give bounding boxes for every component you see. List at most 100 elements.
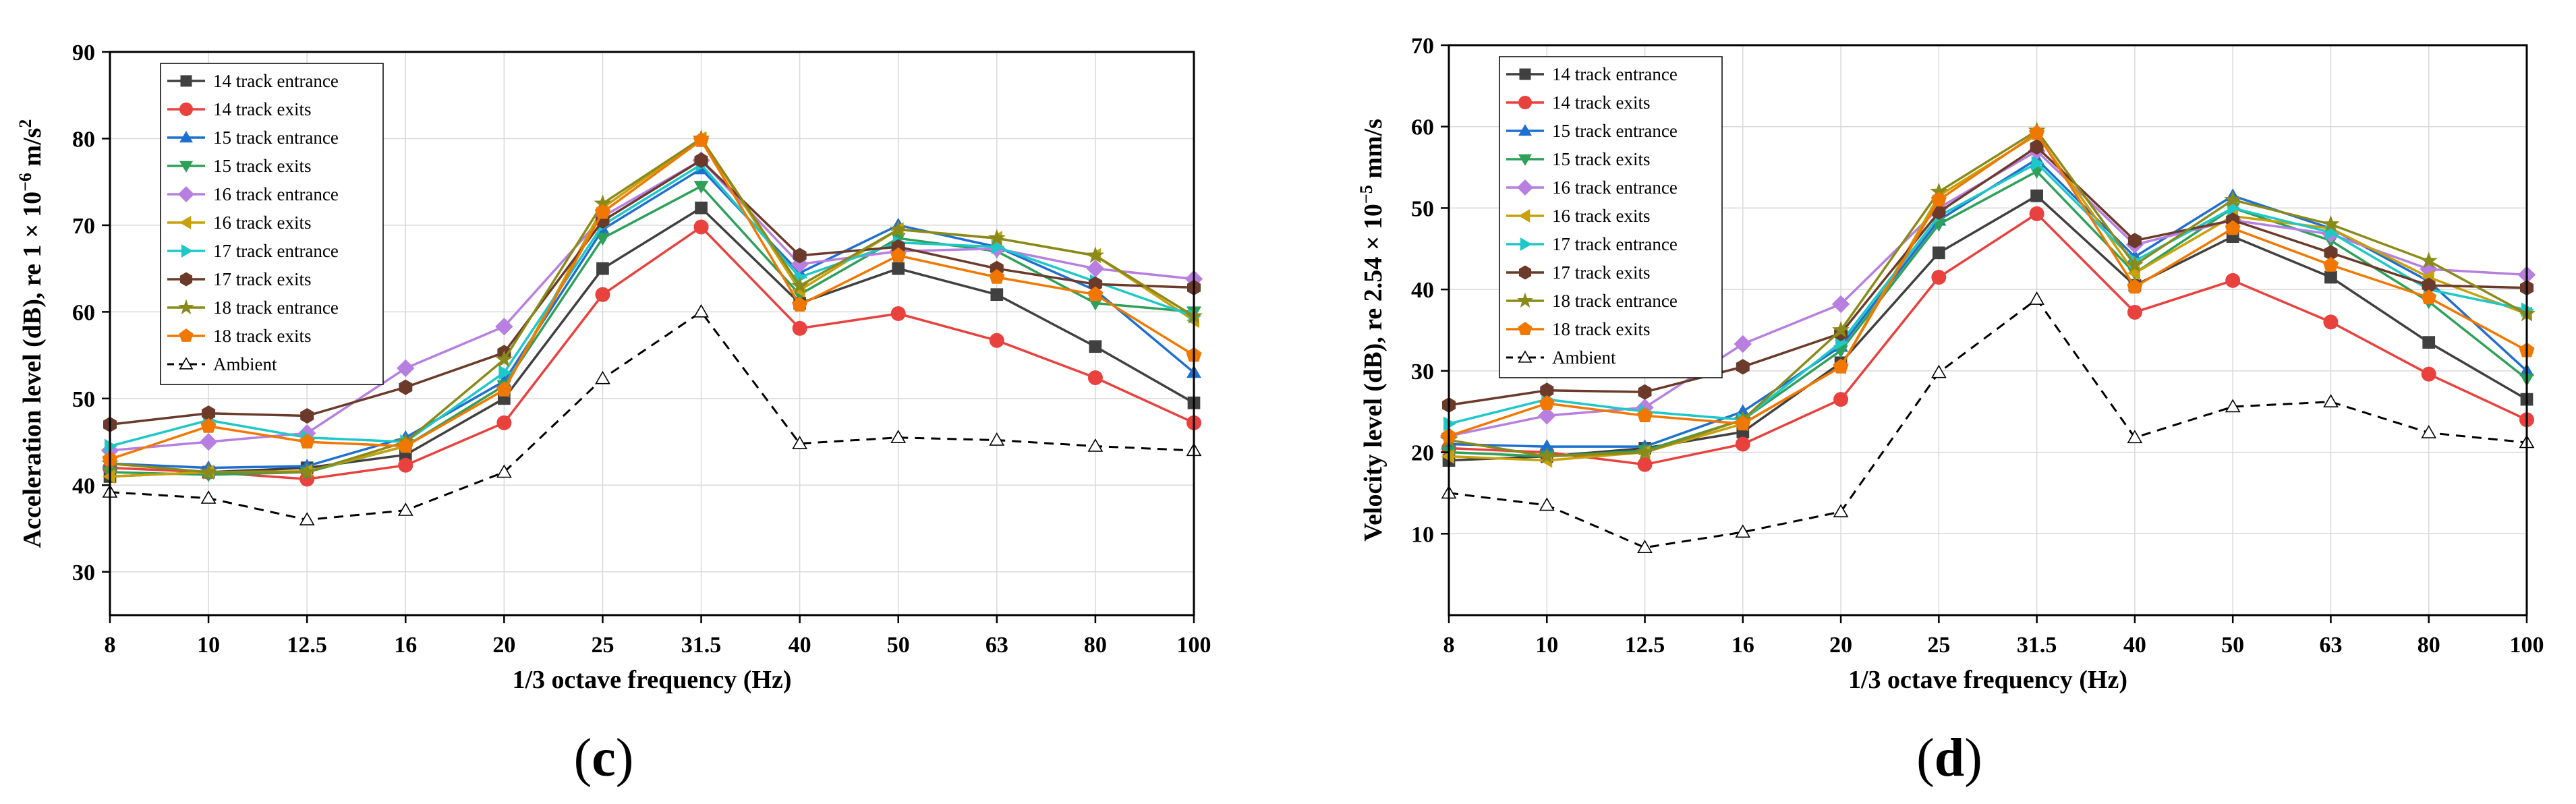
y-tick-label: 70 [1411, 34, 1434, 59]
x-tick-label: 100 [1177, 633, 1211, 658]
data-point [1540, 382, 1554, 399]
data-point [200, 418, 217, 433]
data-point [693, 219, 709, 235]
data-point [298, 463, 316, 480]
x-tick-label: 8 [105, 633, 116, 658]
y-tick-label: 60 [1411, 115, 1434, 140]
data-point [2324, 245, 2338, 261]
y-axis-label-unit: mm/s [1359, 119, 1387, 185]
legend-label: 16 track entrance [213, 184, 339, 204]
data-point [2225, 220, 2241, 235]
legend-entry: 14 track entrance [167, 71, 339, 91]
legend-marker [179, 161, 193, 173]
legend-label: 14 track exits [213, 99, 311, 119]
y-tick-label: 20 [1411, 441, 1434, 466]
legend: 14 track entrance 14 track exits 15 track … [1499, 56, 1723, 378]
legend-marker [1519, 68, 1531, 80]
data-point [595, 370, 610, 384]
data-point [397, 359, 415, 378]
panel-label-letter: d [1935, 728, 1965, 788]
series-17-track-exits [1442, 139, 2534, 413]
x-tick-label: 40 [789, 633, 811, 658]
legend-marker [1518, 154, 1532, 166]
legend-entry: 14 track entrance [1506, 64, 1678, 84]
data-point [695, 201, 708, 214]
data-point [2421, 366, 2436, 382]
legend-entry: 16 track entrance [1506, 177, 1678, 198]
legend-marker [179, 216, 192, 229]
data-point [2322, 214, 2340, 232]
data-point [1833, 358, 1849, 374]
legend-entry: 17 track exits [167, 269, 311, 289]
data-point [890, 306, 906, 321]
data-point [495, 350, 513, 368]
x-tick-label: 31.5 [2017, 633, 2057, 658]
data-point [1932, 204, 1946, 220]
data-point [988, 229, 1006, 246]
series-line [109, 225, 1195, 481]
data-point [594, 204, 610, 219]
legend-label: 18 track exits [1552, 319, 1650, 339]
x-tick-label: 12.5 [1625, 633, 1665, 658]
legend-label: 16 track entrance [1552, 177, 1678, 198]
x-axis-label: 1/3 octave frequency (Hz) [512, 666, 791, 694]
data-point [693, 304, 709, 318]
data-point [1538, 407, 1556, 425]
data-point [2225, 272, 2241, 288]
data-point [792, 436, 807, 449]
data-point [200, 490, 217, 504]
legend-entry: 15 track exits [167, 156, 311, 176]
data-point [1086, 260, 1105, 278]
series-18-track-exits [1441, 125, 2535, 443]
data-point [398, 457, 413, 473]
data-point [2421, 289, 2437, 304]
data-point [594, 194, 612, 211]
data-point [2422, 277, 2436, 293]
data-point [793, 248, 807, 264]
x-tick-label: 16 [1731, 633, 1754, 658]
data-point [1931, 364, 1947, 378]
data-point [2127, 279, 2143, 294]
data-point [2421, 425, 2437, 438]
data-point [989, 268, 1005, 284]
legend-entry: 15 track entrance [1506, 121, 1678, 141]
data-point [299, 512, 315, 525]
legend-label: 15 track entrance [1552, 121, 1678, 141]
y-axis-label-main: Velocity level (dB), re 2.54 × 10 [1359, 204, 1387, 542]
panel-label-close: ) [616, 728, 634, 788]
data-point [791, 277, 809, 293]
x-tick-label: 63 [985, 633, 1008, 658]
legend-marker [1520, 237, 1532, 251]
legend-marker [1517, 179, 1533, 196]
data-point [890, 430, 907, 443]
data-point [1833, 504, 1849, 517]
legend-marker [181, 244, 193, 258]
data-point [2127, 430, 2143, 444]
legend-label: 14 track entrance [1552, 64, 1678, 84]
data-point [2225, 399, 2241, 413]
x-tick-label: 80 [1084, 633, 1107, 658]
chart-panel-d: 8 10 12.5 16 20 25 31.5 40 50 63 80 100 10 20 30 40 50 60… [1356, 34, 2544, 788]
series-line [1448, 298, 2527, 549]
panel-label-letter: c [592, 728, 616, 788]
data-point [2324, 270, 2337, 284]
y-axis-label: Acceleration level (dB), re 1 × 10−6 m/s… [16, 119, 47, 548]
x-tick-label: 10 [1535, 633, 1558, 658]
x-tick-label: 16 [394, 633, 417, 658]
data-point [1930, 182, 1948, 200]
legend-label: 17 track exits [1552, 262, 1650, 283]
data-point [2125, 256, 2144, 273]
legend-label: 14 track exits [1552, 92, 1650, 113]
legend-label: 18 track entrance [213, 297, 339, 318]
x-tick-label: 100 [2510, 633, 2544, 658]
data-point [792, 297, 808, 312]
legend-label: 15 track entrance [213, 127, 339, 148]
y-axis-label-exponent: −5 [1356, 185, 1376, 204]
y-axis-label-unit: m/s [18, 128, 47, 173]
data-point [2030, 189, 2043, 202]
data-point [694, 152, 708, 169]
series-line [109, 167, 1195, 469]
panel-label-close: ) [1964, 728, 1982, 788]
legend-marker [1518, 322, 1533, 335]
plot-frame [109, 51, 1195, 616]
